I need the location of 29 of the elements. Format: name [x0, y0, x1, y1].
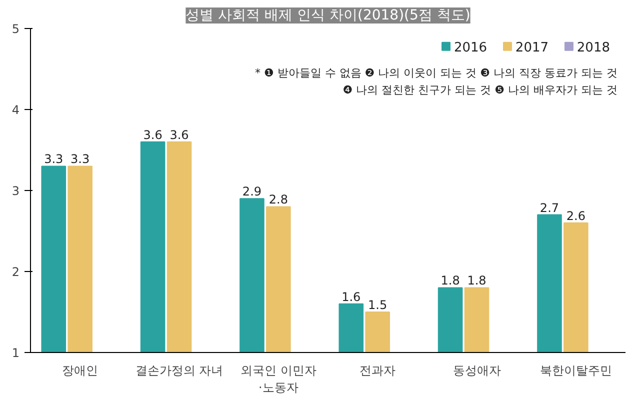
data-label: 2.8 [268, 192, 288, 207]
y-tick-label: 5 [12, 22, 20, 36]
data-label: 1.8 [440, 274, 460, 288]
data-label: 3.3 [70, 152, 90, 166]
legend-label: 2016 [454, 40, 488, 56]
annotation: ❹ 나의 절친한 친구가 되는 것 ❺ 나의 배우자가 되는 것 [342, 84, 618, 96]
data-label: 2.9 [242, 184, 262, 199]
data-label: 3.6 [143, 128, 162, 142]
y-tick-label: 2 [12, 265, 20, 279]
x-tick-label: 동성애자 [452, 364, 501, 378]
chart-title: 성별 사회적 배제 인식 차이(2018)(5점 척도) [186, 8, 470, 24]
x-tick-label: 외국인 이민자 ·노동자 [240, 364, 316, 394]
annotation: * ❶ 받아들일 수 없음 ❷ 나의 이웃이 되는 것 ❸ 나의 직장 동료가 되는 것 [254, 66, 618, 80]
x-tick-label: 장애인 [62, 364, 98, 378]
data-label: 2.6 [566, 208, 586, 223]
data-label: 3.3 [44, 152, 64, 166]
data-label: 2.7 [540, 200, 560, 215]
x-tick-label: 결손가정의 자녀 [135, 364, 224, 378]
data-label: 3.6 [170, 128, 189, 142]
legend-label: 2018 [576, 40, 610, 56]
y-tick-label: 3 [12, 184, 20, 198]
data-label: 1.8 [467, 274, 486, 288]
data-label: 1.5 [368, 298, 388, 312]
x-tick-label: 북한이탈주민 [540, 364, 612, 378]
legend-label: 2017 [515, 40, 549, 56]
y-tick-label: 1 [12, 346, 20, 360]
y-tick-label: 4 [12, 103, 20, 117]
x-tick-label: 전과자 [360, 364, 396, 378]
data-label: 1.6 [342, 290, 361, 304]
